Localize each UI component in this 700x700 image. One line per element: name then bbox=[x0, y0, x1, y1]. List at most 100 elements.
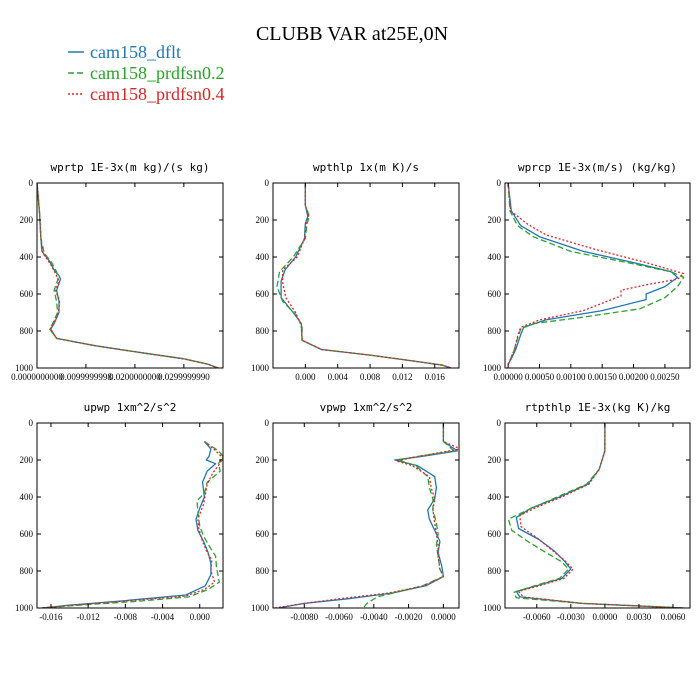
y-tick-label: 400 bbox=[256, 492, 270, 502]
x-tick-label: 0.0000000000 bbox=[11, 372, 63, 382]
legend-label: cam158_dflt bbox=[90, 42, 181, 62]
x-tick-label: 0.0200000000 bbox=[109, 372, 161, 382]
y-tick-label: 600 bbox=[20, 529, 34, 539]
series-line bbox=[37, 183, 219, 368]
series-line bbox=[507, 183, 685, 365]
x-tick-label: 0.004 bbox=[328, 372, 349, 382]
chart-panel: wprtp 1E-3x(m kg)/(s kg) 0 200 400 600 800 100… bbox=[11, 161, 224, 382]
y-tick-label: 400 bbox=[256, 252, 270, 262]
series-line bbox=[507, 183, 679, 365]
chart-panel: upwp 1xm^2/s^2 0 200 400 600 800 1000 -0.016 -0.… bbox=[15, 401, 224, 622]
y-tick-label: 1000 bbox=[251, 603, 270, 613]
x-tick-label: -0.0040 bbox=[360, 612, 388, 622]
x-tick-label: 0.000 bbox=[190, 612, 211, 622]
x-tick-label: -0.0080 bbox=[290, 612, 318, 622]
x-tick-label: 0.016 bbox=[425, 372, 446, 382]
x-tick-label: 0.0099999998 bbox=[60, 372, 112, 382]
chart-panel: rtpthlp 1E-3x(kg K)/kg 0 200 400 600 800 1000 -… bbox=[483, 401, 691, 622]
figure-title: CLUBB VAR at25E,0N bbox=[256, 23, 448, 45]
plot-frame bbox=[504, 422, 691, 609]
plot-frame bbox=[504, 182, 691, 369]
x-tick-label: 0.0000 bbox=[431, 612, 456, 622]
series-line bbox=[278, 423, 458, 608]
x-tick-label: -0.008 bbox=[114, 612, 138, 622]
series-line bbox=[41, 440, 223, 608]
y-tick-label: 600 bbox=[488, 289, 502, 299]
x-tick-label: 0.0060 bbox=[661, 612, 686, 622]
x-tick-label: 0.00050 bbox=[525, 372, 555, 382]
panel-title: wprcp 1E-3x(m/s) (kg/kg) bbox=[518, 161, 677, 174]
panel-title: wprtp 1E-3x(m kg)/(s kg) bbox=[51, 161, 210, 174]
panel-title: upwp 1xm^2/s^2 bbox=[84, 401, 177, 414]
panel-title: rtpthlp 1E-3x(kg K)/kg bbox=[525, 401, 671, 414]
legend-label: cam158_prdfsn0.2 bbox=[90, 63, 224, 83]
plot-frame bbox=[36, 422, 224, 609]
y-tick-label: 600 bbox=[256, 289, 270, 299]
y-tick-label: 400 bbox=[488, 252, 502, 262]
series-line bbox=[41, 441, 217, 608]
y-tick-label: 800 bbox=[256, 566, 270, 576]
x-tick-label: 0.00200 bbox=[619, 372, 649, 382]
y-tick-label: 200 bbox=[20, 455, 34, 465]
y-tick-label: 0 bbox=[29, 178, 34, 188]
y-tick-label: 0 bbox=[497, 418, 502, 428]
y-tick-label: 800 bbox=[256, 326, 270, 336]
series-line bbox=[517, 423, 685, 608]
series-line bbox=[41, 440, 223, 608]
x-tick-label: 0.00250 bbox=[650, 372, 680, 382]
x-tick-label: 0.00000 bbox=[494, 372, 524, 382]
chart-panel: vpwp 1xm^2/s^2 0 200 400 600 800 1000 -0.0080 -0… bbox=[251, 401, 460, 622]
panels: wprtp 1E-3x(m kg)/(s kg) 0 200 400 600 800 100… bbox=[11, 161, 691, 622]
series-line bbox=[507, 423, 685, 608]
chart-panel: wprcp 1E-3x(m/s) (kg/kg) 0 200 400 600 800 100… bbox=[483, 161, 691, 382]
y-tick-label: 200 bbox=[256, 455, 270, 465]
series-line bbox=[276, 183, 452, 368]
y-tick-label: 600 bbox=[20, 289, 34, 299]
series-line bbox=[507, 183, 685, 365]
x-tick-label: 0.00100 bbox=[556, 372, 586, 382]
x-tick-label: -0.0030 bbox=[557, 612, 585, 622]
y-tick-label: 0 bbox=[265, 418, 270, 428]
plot-frame bbox=[272, 422, 460, 609]
series-line bbox=[280, 183, 452, 368]
x-tick-label: -0.016 bbox=[39, 612, 63, 622]
y-tick-label: 0 bbox=[265, 178, 270, 188]
x-tick-label: 0.0000 bbox=[593, 612, 618, 622]
x-tick-label: 0.012 bbox=[392, 372, 412, 382]
panel-title: vpwp 1xm^2/s^2 bbox=[320, 401, 413, 414]
y-tick-label: 200 bbox=[488, 215, 502, 225]
x-tick-label: -0.004 bbox=[151, 612, 175, 622]
y-tick-label: 1000 bbox=[483, 603, 502, 613]
y-tick-label: 200 bbox=[20, 215, 34, 225]
legend-label: cam158_prdfsn0.4 bbox=[90, 84, 224, 104]
x-tick-label: -0.0020 bbox=[395, 612, 423, 622]
chart-panel: wpthlp 1x(m K)/s 0 200 400 600 800 1000 0.000 0.… bbox=[251, 161, 460, 382]
y-tick-label: 800 bbox=[20, 326, 34, 336]
series-line bbox=[515, 423, 685, 608]
x-tick-label: 0.0030 bbox=[627, 612, 652, 622]
x-tick-label: -0.0060 bbox=[325, 612, 353, 622]
y-tick-label: 200 bbox=[256, 215, 270, 225]
y-tick-label: 800 bbox=[20, 566, 34, 576]
y-tick-label: 0 bbox=[29, 418, 34, 428]
x-tick-label: 0.0299999990 bbox=[158, 372, 210, 382]
y-tick-label: 1000 bbox=[15, 363, 34, 373]
x-tick-label: -0.0060 bbox=[523, 612, 551, 622]
y-tick-label: 600 bbox=[256, 529, 270, 539]
y-tick-label: 400 bbox=[488, 492, 502, 502]
y-tick-label: 1000 bbox=[251, 363, 270, 373]
y-tick-label: 600 bbox=[488, 529, 502, 539]
series-line bbox=[274, 423, 459, 608]
y-tick-label: 400 bbox=[20, 252, 34, 262]
y-tick-label: 800 bbox=[488, 326, 502, 336]
y-tick-label: 1000 bbox=[15, 603, 34, 613]
y-tick-label: 1000 bbox=[483, 363, 502, 373]
series-line bbox=[362, 423, 455, 608]
y-tick-label: 800 bbox=[488, 566, 502, 576]
y-tick-label: 400 bbox=[20, 492, 34, 502]
x-tick-label: 0.00150 bbox=[588, 372, 618, 382]
y-tick-label: 0 bbox=[497, 178, 502, 188]
plot-frame bbox=[36, 182, 224, 369]
x-tick-label: 0.008 bbox=[360, 372, 381, 382]
